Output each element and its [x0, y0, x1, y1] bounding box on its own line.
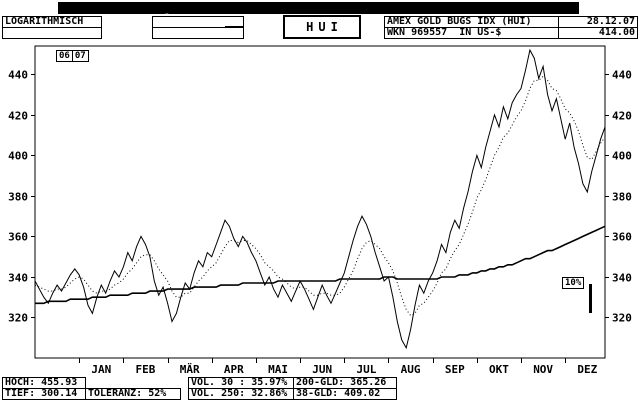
y-axis-label-right: 400	[612, 150, 632, 163]
gld38-line	[34, 75, 606, 317]
y-axis-label-right: 440	[612, 69, 632, 82]
y-axis-label-right: 340	[612, 272, 632, 285]
y-axis-label-right: 320	[612, 312, 632, 325]
month-label: APR	[224, 363, 244, 376]
month-label: FEB	[136, 363, 156, 376]
y-axis-label-left: 420	[8, 110, 28, 123]
year-right-label: 07	[71, 50, 89, 62]
kurs-line	[34, 48, 606, 350]
y-axis-label-left: 320	[8, 312, 28, 325]
month-label: SEP	[445, 363, 465, 376]
month-label: MÄR	[180, 362, 200, 376]
percent-scale-bar	[589, 284, 592, 313]
month-label: DEZ	[577, 363, 597, 376]
y-axis-label-right: 360	[612, 231, 632, 244]
y-axis-label-right: 420	[612, 110, 632, 123]
wkn-field: WKN 969557 IN US-$	[384, 27, 559, 39]
month-label: NOV	[533, 363, 553, 376]
month-label: OKT	[489, 363, 509, 376]
prozmass-field[interactable]: PROZ.MASS.:10%	[152, 27, 244, 39]
y-axis-label-left: 400	[8, 150, 28, 163]
bereich-label: BEREICH :	[29, 37, 83, 39]
symbol-box[interactable]: HUI	[283, 15, 361, 39]
year-boundary-marker: 06 07	[56, 50, 89, 62]
bereich-field[interactable]: BEREICH : 100%	[2, 27, 102, 39]
last-price-field: 414.00	[558, 27, 638, 39]
month-label: JUN	[312, 363, 332, 376]
gld38-field: 38-GLD: 409.02	[293, 388, 397, 400]
toleranz-field[interactable]: TOLERANZ: 52%	[85, 388, 181, 400]
scale-value: 52%	[225, 26, 243, 27]
prozmass-label: PROZ.MASS.:	[179, 37, 243, 39]
scale-label: SCALE :	[179, 26, 221, 28]
year-left-label: 06	[56, 50, 73, 62]
percent-scale-marker: 10%	[562, 277, 585, 289]
y-axis-label-right: 380	[612, 191, 632, 204]
percent-scale-value: 10%	[562, 277, 585, 289]
y-axis-label-left: 340	[8, 272, 28, 285]
month-label: AUG	[401, 363, 421, 376]
chart-frame	[34, 45, 606, 359]
y-axis-label-left: 360	[8, 231, 28, 244]
month-label: JUL	[356, 363, 376, 376]
month-label: JAN	[91, 363, 111, 376]
y-axis-label-left: 440	[8, 69, 28, 82]
gld200-line	[35, 225, 606, 305]
low-field: TIEF: 300.14	[2, 388, 86, 400]
y-axis-label-left: 380	[8, 191, 28, 204]
bereich-value: 100%	[91, 37, 101, 39]
month-label: MAI	[268, 363, 288, 376]
vol250-field: VOL. 250: 32.86%	[188, 388, 294, 400]
